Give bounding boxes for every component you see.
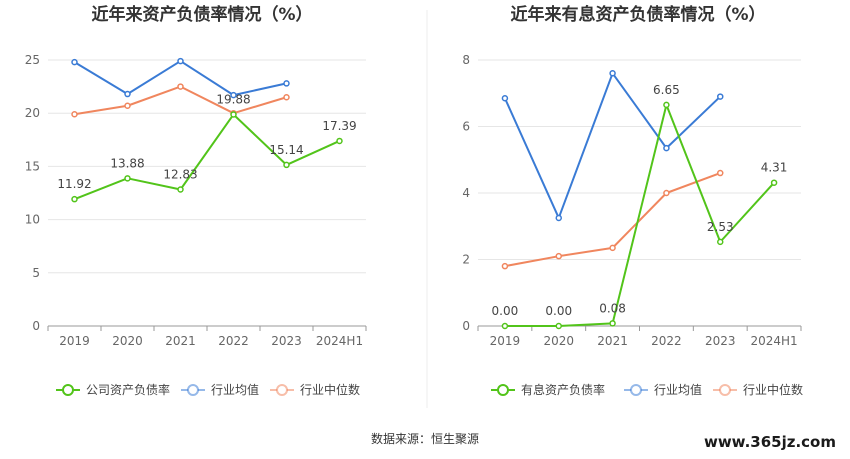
series-line: [504, 172, 721, 268]
data-point[interactable]: [555, 214, 562, 222]
x-tick-label: 2024H1: [316, 334, 363, 348]
legend-marker: [187, 384, 199, 396]
y-tick-label: 4: [462, 186, 470, 200]
data-point[interactable]: [717, 238, 724, 246]
data-label: 0.08: [599, 301, 626, 315]
data-point[interactable]: [177, 186, 184, 193]
legend-label: 有息资产负债率: [521, 382, 605, 397]
data-point[interactable]: [501, 262, 509, 270]
x-tick-label: 2024H1: [750, 334, 797, 348]
series-line: [504, 72, 721, 219]
series-line: [504, 103, 775, 327]
data-point[interactable]: [609, 70, 616, 77]
legend-label: 行业中位数: [743, 382, 803, 397]
data-point[interactable]: [501, 94, 509, 102]
data-label: 19.88: [216, 92, 250, 106]
legend-marker: [630, 384, 642, 396]
y-tick-label: 0: [462, 319, 470, 333]
data-label: 2.53: [707, 220, 734, 234]
x-tick-label: 2019: [59, 334, 90, 348]
data-point[interactable]: [555, 322, 562, 330]
data-point[interactable]: [717, 169, 724, 177]
data-label: 0.00: [492, 304, 519, 318]
data-point[interactable]: [230, 91, 237, 99]
data-label: 11.92: [57, 177, 91, 191]
y-tick-label: 0: [32, 319, 40, 333]
legend-marker: [62, 384, 74, 396]
data-point[interactable]: [770, 179, 778, 186]
legend-label: 公司资产负债率: [86, 382, 170, 397]
y-tick-label: 15: [25, 159, 40, 173]
data-label: 13.88: [110, 156, 144, 170]
legend-item[interactable]: 行业均值: [624, 382, 702, 397]
data-label: 0.00: [545, 304, 572, 318]
data-source: 数据来源：恒生聚源: [371, 431, 479, 446]
data-point[interactable]: [663, 189, 670, 197]
data-point[interactable]: [230, 111, 237, 118]
legend-marker: [719, 384, 731, 396]
data-point[interactable]: [501, 322, 509, 330]
legend-marker: [497, 384, 509, 396]
x-tick-label: 2020: [112, 334, 143, 348]
data-point[interactable]: [555, 252, 562, 260]
data-point[interactable]: [177, 83, 184, 90]
legend-item[interactable]: 行业中位数: [270, 382, 360, 397]
legend-label: 行业中位数: [300, 382, 360, 397]
debt-ratio-chart: 近年来资产负债率情况（%） 0 5 10 15 20 25 2019 2020 2021 2022 2…: [25, 4, 367, 397]
data-point[interactable]: [283, 161, 290, 169]
data-label: 17.39: [322, 119, 356, 133]
interest-debt-ratio-chart: 近年来有息资产负债率情况（%） 0 2 4 6 8 2019 2020 2021 2022 2023…: [462, 4, 803, 397]
data-label: 6.65: [653, 83, 680, 97]
legend-item[interactable]: 有息资产负债率: [491, 382, 605, 397]
x-tick-label: 2021: [597, 334, 628, 348]
data-point[interactable]: [283, 93, 290, 101]
data-point[interactable]: [609, 244, 616, 252]
data-label: 4.31: [761, 161, 788, 175]
y-tick-label: 6: [462, 120, 470, 134]
legend-label: 行业均值: [654, 382, 702, 397]
legend-item[interactable]: 行业均值: [181, 382, 259, 397]
x-tick-label: 2020: [543, 334, 574, 348]
data-point[interactable]: [71, 111, 78, 118]
x-tick-label: 2022: [651, 334, 682, 348]
data-point[interactable]: [124, 175, 131, 182]
data-point[interactable]: [124, 102, 131, 110]
data-point[interactable]: [177, 57, 184, 65]
series-line: [74, 113, 340, 201]
data-point[interactable]: [609, 320, 616, 327]
data-point[interactable]: [71, 195, 78, 203]
legend-item[interactable]: 公司资产负债率: [56, 382, 170, 397]
x-tick-label: 2023: [271, 334, 302, 348]
legend-label: 行业均值: [211, 382, 259, 397]
data-label: 12.83: [163, 167, 197, 181]
data-point[interactable]: [717, 93, 724, 100]
data-point[interactable]: [71, 58, 78, 66]
y-tick-label: 5: [32, 266, 40, 280]
legend-marker: [276, 384, 288, 396]
y-tick-label: 10: [25, 213, 40, 227]
y-tick-label: 25: [25, 53, 40, 67]
x-tick-label: 2021: [165, 334, 196, 348]
watermark: www.365jz.com: [704, 433, 836, 451]
x-tick-label: 2019: [490, 334, 521, 348]
data-point[interactable]: [124, 90, 131, 98]
chart-title: 近年来有息资产负债率情况（%）: [510, 4, 765, 25]
y-tick-label: 2: [462, 253, 470, 267]
data-point[interactable]: [283, 80, 290, 87]
chart-title: 近年来资产负债率情况（%）: [91, 4, 312, 25]
legend-item[interactable]: 行业中位数: [713, 382, 803, 397]
y-tick-label: 20: [25, 106, 40, 120]
series-line: [73, 60, 287, 97]
x-tick-label: 2023: [705, 334, 736, 348]
data-label: 15.14: [269, 143, 303, 157]
data-point[interactable]: [663, 144, 670, 152]
data-point[interactable]: [336, 137, 343, 145]
y-tick-label: 8: [462, 53, 470, 67]
data-point[interactable]: [663, 101, 670, 109]
x-tick-label: 2022: [218, 334, 249, 348]
